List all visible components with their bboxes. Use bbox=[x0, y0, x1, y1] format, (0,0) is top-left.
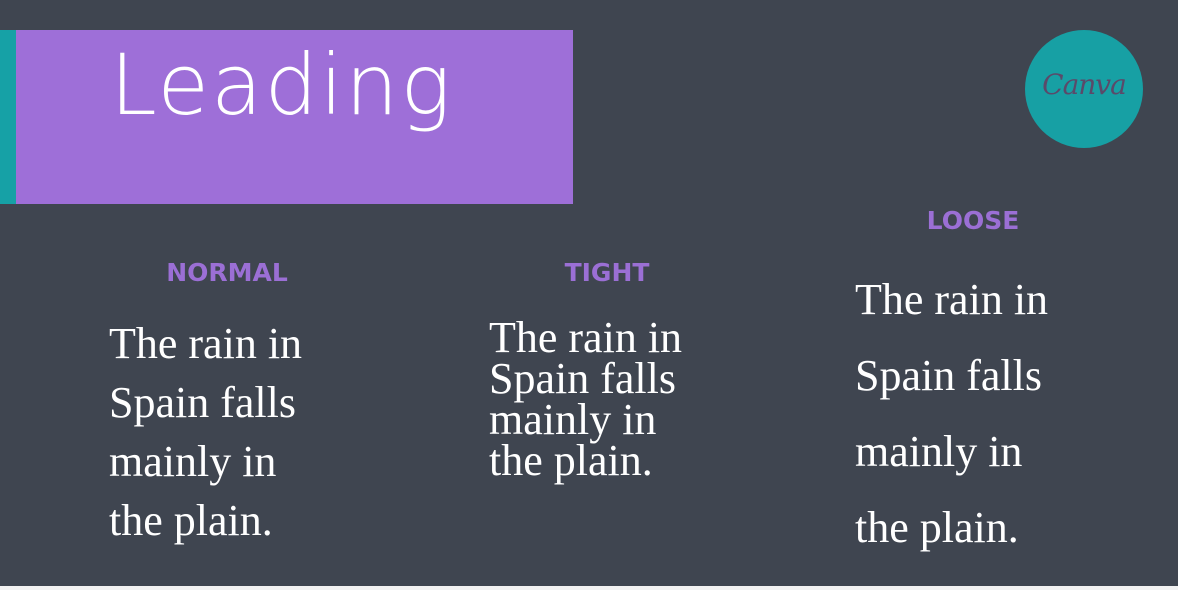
text-line: The rain in bbox=[109, 319, 303, 368]
text-line: mainly in bbox=[109, 437, 277, 486]
text-line: the plain. bbox=[489, 436, 653, 485]
slide-title: Leading bbox=[110, 36, 453, 134]
text-line: Spain falls bbox=[109, 378, 296, 427]
text-line: mainly in bbox=[489, 395, 657, 444]
text-line: Spain falls bbox=[855, 351, 1042, 400]
text-line: Spain falls bbox=[489, 354, 676, 403]
normal-label: NORMAL bbox=[166, 258, 288, 287]
title-accent-strip bbox=[0, 30, 16, 204]
tight-sample-text: The rain in Spain falls mainly in the pl… bbox=[489, 313, 683, 485]
text-line: mainly in bbox=[855, 427, 1023, 476]
text-line: The rain in bbox=[489, 313, 683, 362]
loose-sample-text: The rain in Spain falls mainly in the pl… bbox=[855, 262, 1048, 566]
tight-label: TIGHT bbox=[564, 258, 650, 287]
canva-logo: Canva bbox=[1025, 30, 1143, 148]
text-line: the plain. bbox=[855, 503, 1019, 552]
normal-sample-text: The rain in Spain falls mainly in the pl… bbox=[109, 314, 302, 550]
title-bar bbox=[16, 30, 573, 204]
text-line: the plain. bbox=[109, 496, 273, 545]
loose-label: LOOSE bbox=[926, 206, 1020, 235]
canva-logo-text: Canva bbox=[1042, 68, 1127, 101]
text-line: The rain in bbox=[855, 275, 1049, 324]
